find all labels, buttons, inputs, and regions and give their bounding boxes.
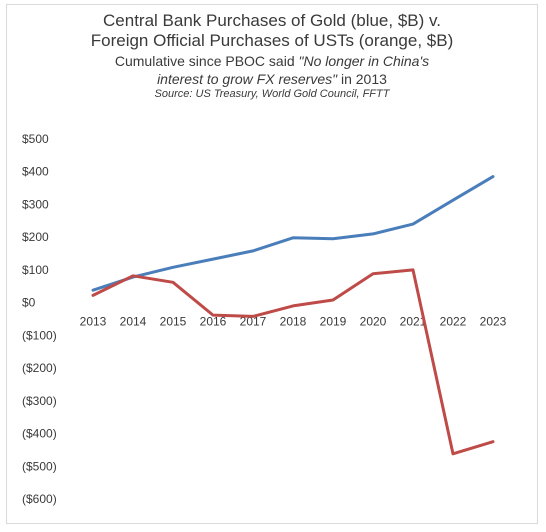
x-tick-label: 2022 (440, 315, 467, 329)
x-axis: 2013 2014 2015 2016 2017 2018 2019 2020 2021 2022… (80, 315, 507, 329)
x-tick-label: 2013 (80, 315, 107, 329)
x-tick-label: 2023 (480, 315, 507, 329)
y-tick-label: ($600) (22, 492, 57, 506)
chart-title-line-1: Central Bank Purchases of Gold (blue, $B… (103, 11, 441, 30)
x-tick-label: 2018 (280, 315, 307, 329)
chart-subtitle-line-1: Cumulative since PBOC said "No longer in… (7, 53, 537, 69)
y-tick-label: $100 (22, 263, 49, 277)
subtitle-text-b: in 2013 (337, 71, 387, 87)
chart-title-line-2: Foreign Official Purchases of USTs (oran… (90, 31, 454, 50)
series-lines (91, 175, 495, 456)
line-chart: $500 $400 $300 $200 $100 $0 ($100) ($200) ($300)… (22, 132, 507, 506)
x-tick-label: 2016 (200, 315, 227, 329)
chart-frame: Central Bank Purchases of Gold (blue, $B… (6, 4, 538, 524)
chart-titles: Central Bank Purchases of Gold (blue, $B… (7, 11, 537, 101)
y-tick-label: ($500) (22, 459, 57, 473)
x-tick-label: 2021 (400, 315, 427, 329)
subtitle-quote-2: interest to grow FX reserves" (157, 71, 338, 87)
gold-purchases-line (91, 175, 495, 292)
y-tick-label: $300 (22, 197, 49, 211)
x-tick-label: 2015 (160, 315, 187, 329)
y-tick-label: $200 (22, 230, 49, 244)
subtitle-quote-1: "No longer in China's (298, 53, 430, 69)
y-tick-label: ($300) (22, 394, 57, 408)
y-tick-label: ($100) (22, 328, 57, 342)
y-tick-label: ($200) (22, 361, 57, 375)
y-tick-label: ($400) (22, 427, 57, 441)
x-tick-label: 2014 (120, 315, 147, 329)
chart-subtitle-line-2: interest to grow FX reserves" in 2013 (7, 71, 537, 87)
chart-source: Source: US Treasury, World Gold Council,… (154, 88, 390, 100)
ust-purchases-line (91, 268, 495, 456)
x-tick-label: 2017 (240, 315, 267, 329)
x-tick-label: 2019 (320, 315, 347, 329)
y-axis: $500 $400 $300 $200 $100 $0 ($100) ($200) ($300)… (22, 132, 57, 506)
y-tick-label: $400 (22, 165, 49, 179)
x-tick-label: 2020 (360, 315, 387, 329)
subtitle-text-a: Cumulative since PBOC said (114, 53, 299, 69)
y-tick-label: $500 (22, 132, 49, 146)
y-tick-label: $0 (22, 296, 36, 310)
